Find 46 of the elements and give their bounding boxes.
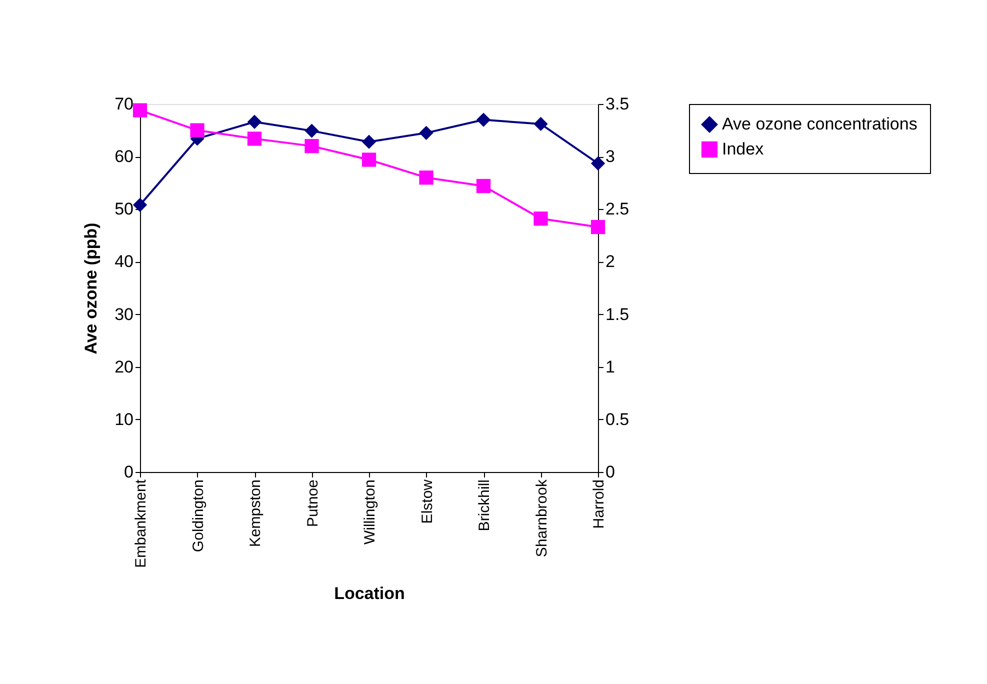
point — [190, 123, 204, 138]
y-tick-label: 40 — [114, 252, 134, 272]
legend-label: Index — [722, 140, 764, 158]
y2-tick-label: 0 — [606, 462, 615, 482]
point — [132, 198, 148, 212]
y2-tick-label: 0.5 — [606, 410, 630, 429]
point — [304, 138, 319, 154]
x-tick-label: Putnoe — [304, 480, 322, 528]
x-tick-label: Brickhill — [476, 480, 493, 532]
point — [132, 103, 148, 118]
y2-tick-label: 3.5 — [606, 94, 630, 114]
point — [476, 112, 491, 127]
point — [247, 132, 262, 146]
point — [362, 152, 376, 167]
y2-tick-label: 2 — [606, 252, 615, 272]
y-tick-label: 70 — [114, 94, 134, 114]
y-tick-label: 0 — [124, 462, 134, 482]
point — [362, 134, 376, 149]
point — [590, 156, 606, 170]
point — [304, 124, 319, 138]
point — [247, 114, 262, 129]
x-tick-label: Willington — [362, 480, 378, 545]
point — [534, 212, 548, 226]
point — [590, 220, 606, 234]
x-tick-label: Embankment — [132, 478, 150, 568]
x-tick-label: Harrold — [590, 480, 608, 529]
point — [419, 126, 434, 140]
x-tick-label: Sharnbrook — [533, 479, 550, 558]
y-tick-label: 10 — [114, 410, 134, 429]
x-tick-label: Elstow — [418, 479, 436, 524]
y-tick-label: 50 — [114, 200, 134, 219]
y-tick-label: 30 — [114, 304, 134, 324]
y2-tick-label: 2.5 — [606, 200, 630, 219]
y-axis-title: Ave ozone (ppb) — [82, 222, 101, 354]
x-tick-label: Kempston — [247, 480, 264, 548]
y-tick-label: 60 — [114, 147, 134, 166]
y2-tick-label: 3 — [606, 147, 615, 166]
point — [419, 170, 434, 185]
y2-tick-label: 1.5 — [606, 304, 630, 324]
point — [476, 178, 491, 194]
point — [534, 116, 548, 132]
y2-tick-label: 1 — [606, 357, 615, 376]
x-axis-title: Location — [334, 584, 405, 603]
x-tick-label: Goldington — [190, 480, 207, 552]
legend-label: Ave ozone concentrations — [722, 114, 918, 134]
y-tick-label: 20 — [114, 357, 134, 376]
